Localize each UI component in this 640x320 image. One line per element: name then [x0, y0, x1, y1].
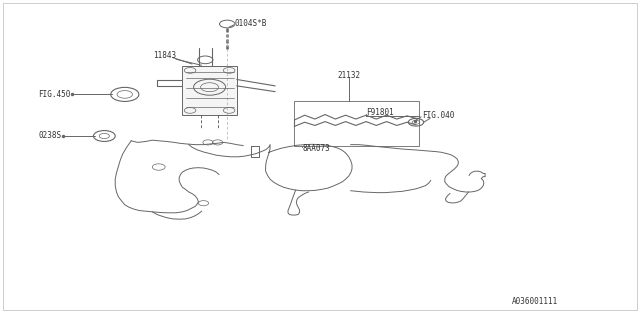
- Bar: [182, 66, 237, 115]
- Text: 0104S*B: 0104S*B: [235, 20, 268, 28]
- Text: 8AA073: 8AA073: [302, 144, 330, 153]
- Text: 0238S: 0238S: [38, 132, 61, 140]
- Text: FIG.040: FIG.040: [422, 111, 455, 120]
- Text: F91801: F91801: [366, 108, 394, 117]
- Text: 11843: 11843: [154, 52, 177, 60]
- Text: 21132: 21132: [338, 71, 361, 80]
- Text: A036001111: A036001111: [512, 297, 558, 306]
- Text: FIG.450: FIG.450: [38, 90, 71, 99]
- Bar: [294, 101, 419, 146]
